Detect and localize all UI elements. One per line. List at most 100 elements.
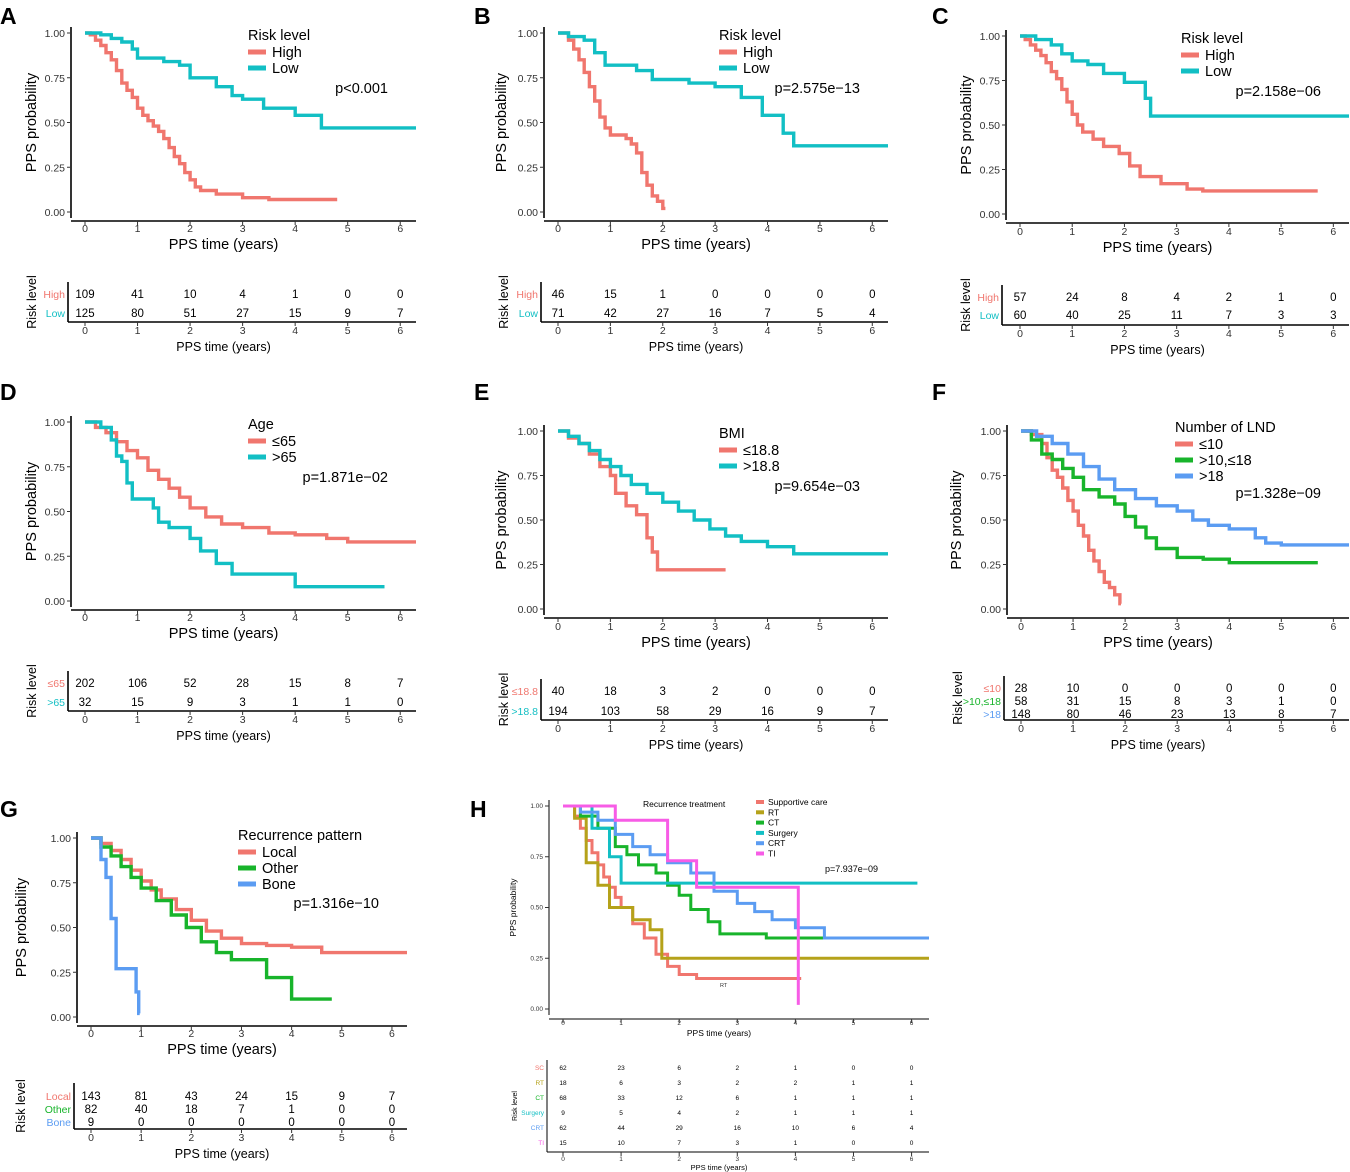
x-tick-label: 4 [765, 223, 771, 235]
x-axis-label: PPS time (years) [1103, 635, 1213, 651]
risk-count: 9 [339, 1091, 345, 1103]
risk-count: 5 [619, 1110, 623, 1117]
y-tick-label: 0.50 [45, 118, 66, 130]
x-tick-label: 0 [82, 223, 88, 235]
x-tick-label: 5 [1278, 621, 1284, 633]
legend-label: Bone [262, 877, 296, 893]
risk-row-label: >65 [47, 697, 65, 709]
panel-label: A [0, 3, 17, 29]
risk-count: 40 [1066, 310, 1079, 322]
risk-count: 23 [1171, 709, 1184, 721]
risk-count: 2 [794, 1080, 798, 1087]
risk-count: 202 [75, 678, 94, 690]
x-tick-label: 5 [339, 1028, 345, 1040]
risk-x-tick-label: 6 [389, 1132, 395, 1144]
risk-count: 3 [1278, 310, 1284, 322]
risk-x-tick-label: 3 [239, 1132, 245, 1144]
risk-count: 0 [852, 1065, 856, 1072]
y-tick-label: 0.50 [530, 905, 543, 912]
p-value: p=1.328e−09 [1236, 486, 1321, 502]
risk-count: 12 [676, 1095, 684, 1102]
y-tick-label: 0.50 [518, 118, 539, 130]
x-tick-label: 3 [1174, 226, 1180, 238]
risk-row-label: Low [980, 310, 1000, 322]
risk-count: 15 [289, 678, 302, 690]
risk-count: 71 [552, 308, 565, 320]
x-tick-label: 3 [240, 612, 246, 624]
risk-count: 58 [656, 706, 669, 718]
risk-count: 7 [397, 678, 403, 690]
x-tick-label: 6 [1330, 621, 1336, 633]
risk-row-label: >18.8 [511, 706, 538, 718]
risk-table-title: Risk level [951, 671, 965, 725]
risk-row-label: RT [535, 1080, 544, 1087]
risk-count: 43 [185, 1091, 198, 1103]
risk-count: 62 [559, 1125, 567, 1132]
risk-row-label: High [43, 289, 65, 301]
risk-count: 46 [552, 289, 565, 301]
y-tick-label: 1.00 [518, 426, 539, 438]
risk-count: 18 [559, 1080, 567, 1087]
risk-x-axis-label: PPS time (years) [649, 738, 743, 752]
risk-count: 68 [559, 1095, 567, 1102]
x-tick-label: 3 [712, 621, 718, 633]
y-tick-label: 0.25 [518, 560, 539, 572]
p-value: p=2.575e−13 [775, 81, 860, 97]
y-tick-label: 0.75 [530, 854, 543, 861]
x-axis-label: PPS time (years) [687, 1028, 751, 1038]
risk-count: 15 [289, 308, 302, 320]
panel-label: C [932, 3, 949, 29]
risk-count: 3 [1330, 310, 1336, 322]
risk-count: 81 [135, 1091, 148, 1103]
y-axis-label: PPS probability [949, 470, 965, 570]
p-value: p=9.654e−03 [775, 479, 860, 495]
risk-count: 10 [617, 1140, 625, 1147]
legend-label: Supportive care [768, 797, 828, 807]
risk-count: 7 [389, 1091, 395, 1103]
risk-x-tick-label: 3 [240, 714, 246, 726]
x-tick-label: 5 [345, 612, 351, 624]
risk-row-label: CT [535, 1095, 544, 1102]
risk-x-tick-label: 1 [619, 1156, 623, 1163]
x-tick-label: 3 [735, 1020, 739, 1027]
risk-count: 0 [1174, 683, 1180, 695]
risk-count: 148 [1011, 709, 1030, 721]
risk-x-tick-label: 4 [1226, 328, 1232, 340]
risk-row-label: ≤65 [48, 678, 66, 690]
risk-count: 0 [1330, 696, 1336, 708]
risk-x-tick-label: 4 [1226, 723, 1232, 735]
y-tick-label: 1.00 [518, 28, 539, 40]
risk-count: 9 [561, 1110, 565, 1117]
risk-count: 9 [344, 308, 350, 320]
km-curve-Supportive care [563, 804, 802, 980]
risk-count: 58 [1015, 696, 1028, 708]
risk-x-axis-label: PPS time (years) [1110, 343, 1204, 357]
y-tick-label: 0.25 [45, 162, 66, 174]
risk-count: 0 [188, 1117, 194, 1129]
legend-label: CRT [768, 838, 785, 848]
risk-count: 4 [1173, 292, 1180, 304]
y-tick-label: 0.75 [45, 462, 66, 474]
legend-title: Risk level [248, 28, 310, 44]
legend-label: High [743, 45, 773, 61]
y-tick-label: 1.00 [980, 31, 1001, 43]
risk-x-tick-label: 1 [138, 1132, 144, 1144]
risk-count: 0 [910, 1065, 914, 1072]
y-tick-label: 0.75 [981, 471, 1002, 483]
risk-count: 41 [131, 289, 144, 301]
risk-count: 1 [794, 1140, 798, 1147]
legend-label: Other [262, 861, 298, 877]
panel-label: H [470, 796, 487, 822]
x-tick-label: 2 [188, 1028, 194, 1040]
y-tick-label: 0.25 [51, 967, 72, 979]
risk-table: Risk level ≤10 28 10 0 0 0 0 0>10,≤18 58 31 15 8 3 1 0>… [951, 671, 1349, 752]
x-tick-label: 2 [660, 621, 666, 633]
risk-count: 0 [389, 1117, 395, 1129]
risk-count: 1 [288, 1104, 294, 1116]
p-value: p=2.158e−06 [1236, 84, 1321, 100]
legend-label: ≤65 [272, 434, 296, 450]
risk-x-tick-label: 5 [345, 325, 351, 337]
risk-count: 6 [619, 1080, 623, 1087]
risk-count: 4 [677, 1110, 681, 1117]
